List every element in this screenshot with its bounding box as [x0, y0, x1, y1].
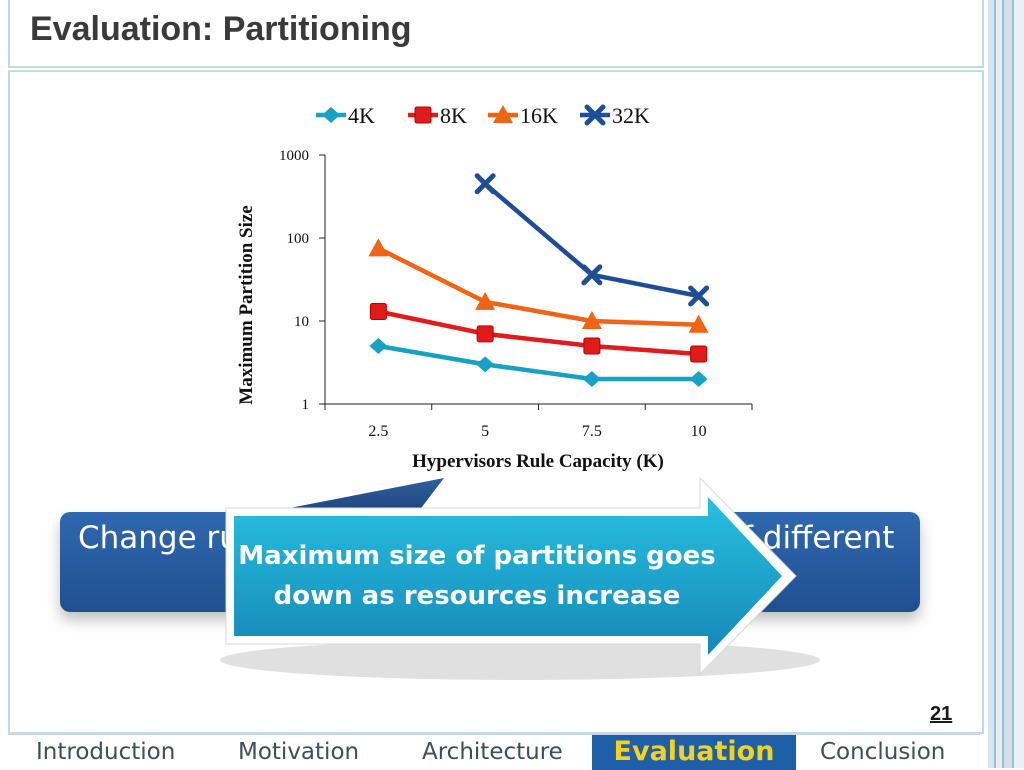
x-tick-label: 7.5	[582, 423, 602, 440]
y-axis-label: Maximum Partition Size	[236, 205, 257, 404]
x-tick-label: 2.5	[368, 423, 388, 440]
data-point-4k	[582, 371, 601, 388]
callout-line-1: Maximum size of partitions goes	[238, 541, 716, 571]
partition-chart: 4K 8K 16K 32K 1 10 100 1000 2.5 5 7.5 10 Maximum P…	[236, 103, 753, 472]
data-point-4k	[476, 356, 495, 373]
series-line-4k	[377, 343, 699, 382]
y-tick-label: 100	[287, 231, 310, 247]
legend-item-32k: 32K	[580, 103, 650, 128]
nav-introduction[interactable]: Introduction	[36, 739, 176, 765]
chart-legend: 4K 8K 16K 32K	[316, 103, 650, 128]
banner-text-left: Change ru	[78, 520, 239, 556]
data-point-16k	[581, 311, 602, 329]
y-tick-label: 1000	[279, 148, 309, 164]
x-marker-stroke	[584, 104, 606, 126]
data-point-8k	[476, 325, 494, 343]
legend-marker-16k	[493, 105, 513, 123]
legend-label-8k: 8K	[440, 103, 467, 128]
series-8k	[369, 303, 708, 363]
series-32k	[474, 173, 710, 307]
data-point-8k	[690, 345, 708, 363]
data-point-4k	[369, 337, 388, 354]
decorative-side-stripes	[988, 0, 1024, 768]
series-line-16k	[377, 246, 699, 328]
data-point-32k	[474, 173, 496, 195]
series-4k	[369, 337, 708, 388]
data-point-16k	[688, 314, 709, 333]
callout-text: Maximum size of partitions goes down as …	[238, 536, 716, 616]
chart-series	[368, 173, 710, 388]
nav-evaluation-active[interactable]: Evaluation	[592, 735, 796, 770]
data-point-16k	[475, 291, 496, 310]
legend-marker-32k	[584, 104, 606, 126]
series-16k	[368, 238, 709, 333]
nav-evaluation-label: Evaluation	[613, 736, 775, 767]
chart-axes: 1 10 100 1000 2.5 5 7.5 10	[279, 148, 753, 440]
legend-label-16k: 16K	[520, 103, 558, 128]
x-axis-label: Hypervisors Rule Capacity (K)	[412, 451, 664, 472]
legend-marker-8k	[414, 106, 432, 124]
legend-item-16k: 16K	[488, 103, 558, 128]
series-line-8k	[377, 309, 699, 357]
nav-conclusion[interactable]: Conclusion	[820, 739, 946, 765]
data-point-16k	[368, 238, 389, 257]
nav-motivation[interactable]: Motivation	[238, 739, 360, 765]
legend-label-32k: 32K	[612, 103, 650, 128]
legend-item-4k: 4K	[316, 103, 375, 128]
x-marker-stroke	[688, 285, 710, 307]
data-point-32k	[581, 264, 603, 286]
nav-architecture[interactable]: Architecture	[422, 739, 563, 765]
callout-line-2: down as resources increase	[273, 581, 681, 611]
section-nav-bar: Introduction Motivation Architecture Eva…	[8, 733, 980, 770]
data-point-4k	[689, 371, 708, 388]
legend-label-4k: 4K	[348, 103, 375, 128]
title-box: Evaluation: Partitioning	[8, 0, 984, 68]
x-tick-label: 5	[481, 423, 489, 440]
data-point-8k	[369, 303, 387, 321]
data-point-32k	[688, 285, 710, 307]
x-marker-stroke	[474, 173, 496, 195]
y-tick-label: 10	[294, 314, 309, 330]
x-tick-label: 10	[691, 423, 707, 440]
slide-title: Evaluation: Partitioning	[30, 10, 412, 48]
data-point-8k	[583, 337, 601, 355]
legend-item-8k: 8K	[408, 103, 467, 128]
legend-marker-4k	[322, 107, 340, 123]
page-number: 21	[930, 703, 953, 725]
x-marker-stroke	[581, 264, 603, 286]
y-tick-label: 1	[302, 397, 310, 413]
